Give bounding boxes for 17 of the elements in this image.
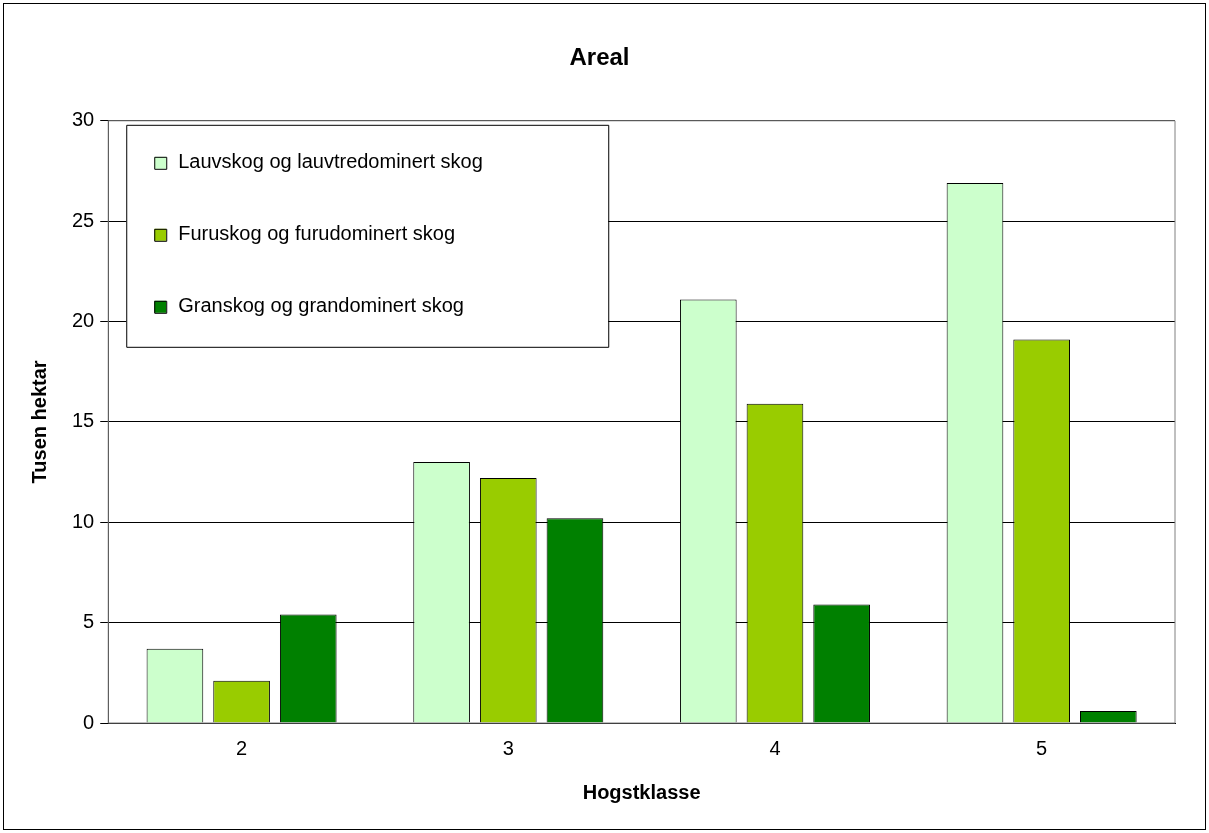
x-axis-title: Hogstklasse xyxy=(582,780,701,803)
y-axis-title: Tusen hektar xyxy=(27,360,50,484)
y-tick-label: 30 xyxy=(72,108,95,131)
y-tick-label: 5 xyxy=(83,610,95,633)
x-tick-label: 4 xyxy=(769,736,781,759)
x-tick-label: 3 xyxy=(502,736,514,759)
legend-label: Granskog og grandominert skog xyxy=(178,294,464,317)
y-tick-label: 20 xyxy=(72,309,95,332)
x-tick-label: 5 xyxy=(1036,736,1048,759)
chart-title: Areal xyxy=(569,43,630,71)
y-tick-label: 0 xyxy=(83,710,95,733)
y-tick-label: 15 xyxy=(72,409,95,432)
y-tick-label: 25 xyxy=(72,208,95,231)
y-tick-label: 10 xyxy=(72,509,95,532)
x-tick-label: 2 xyxy=(236,736,248,759)
legend-label: Lauvskog og lauvtredominert skog xyxy=(178,150,483,173)
legend-label: Furuskog og furudominert skog xyxy=(178,222,456,245)
